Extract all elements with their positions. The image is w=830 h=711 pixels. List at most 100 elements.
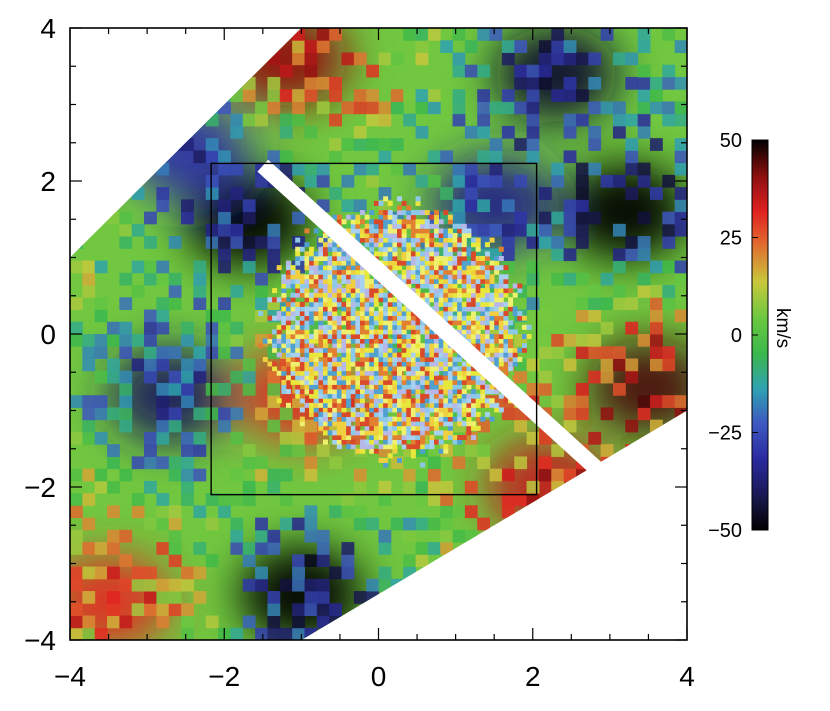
velocity-pixel [489,101,503,115]
velocity-pixel [205,40,219,53]
inset-pixel [457,288,463,294]
inset-pixel [295,251,301,257]
inset-pixel [410,237,416,243]
velocity-pixel [662,211,676,225]
inset-pixel [480,297,486,303]
inset-pixel [443,255,449,261]
inset-pixel [359,416,365,422]
velocity-pixel [526,101,540,115]
inset-pixel [383,347,389,353]
velocity-pixel [144,260,157,274]
velocity-pixel [119,272,133,286]
velocity-pixel [514,566,528,580]
velocity-pixel [674,150,687,164]
inset-pixel [503,338,509,344]
velocity-pixel [588,297,602,311]
velocity-pixel [612,517,626,531]
inset-pixel [318,315,324,321]
inset-pixel [406,425,412,431]
inset-pixel [327,292,333,298]
inset-pixel [392,389,398,395]
inset-pixel [424,334,430,339]
velocity-pixel [341,52,355,66]
inset-pixel [346,265,352,271]
inset-pixel [461,228,467,234]
velocity-pixel [477,199,491,213]
inset-pixel [429,375,435,381]
inset-pixel [378,352,384,358]
inset-pixel [429,251,435,257]
inset-pixel [355,416,361,422]
velocity-pixel [230,517,244,531]
inset-pixel [392,324,398,330]
inset-pixel [457,407,463,413]
inset-pixel [457,370,463,376]
velocity-pixel [378,187,392,200]
inset-pixel [267,297,273,303]
velocity-pixel [452,578,466,592]
inset-pixel [447,407,453,413]
velocity-pixel [255,529,268,543]
velocity-pixel [168,468,182,482]
inset-pixel [341,425,347,431]
velocity-pixel [131,493,145,506]
velocity-pixel [304,431,318,445]
inset-pixel [383,297,389,303]
inset-pixel [434,214,440,220]
inset-pixel [392,398,398,404]
velocity-pixel [575,627,589,640]
inset-pixel [475,297,481,303]
velocity-pixel [649,334,663,347]
velocity-pixel [440,615,454,629]
velocity-pixel [329,113,342,127]
velocity-pixel [168,603,182,617]
velocity-pixel [70,578,83,592]
inset-pixel [313,366,319,372]
inset-pixel [397,265,403,271]
inset-pixel [281,370,287,376]
inset-pixel [410,274,416,280]
velocity-pixel [600,529,614,543]
velocity-pixel [452,113,466,127]
inset-pixel [475,393,481,399]
inset-pixel [471,278,477,284]
inset-pixel [313,361,319,367]
inset-pixel [429,347,435,353]
inset-pixel [364,334,370,339]
inset-pixel [313,356,319,362]
velocity-pixel [649,260,663,274]
inset-pixel [383,379,389,385]
inset-pixel [322,283,328,289]
velocity-pixel [181,138,194,151]
inset-pixel [457,389,463,395]
x-tick-label: 4 [679,661,695,692]
velocity-pixel [107,211,120,225]
velocity-pixel [625,627,639,640]
velocity-pixel [230,76,244,90]
velocity-pixel [415,615,429,629]
velocity-pixel [230,64,244,78]
inset-pixel [480,375,486,381]
velocity-pixel [501,468,515,482]
velocity-pixel [415,542,429,555]
inset-pixel [447,251,453,257]
velocity-pixel [205,28,219,41]
inset-pixel [420,425,426,431]
velocity-pixel [662,346,676,359]
inset-pixel [457,269,463,275]
inset-pixel [369,416,375,422]
inset-pixel [429,384,435,390]
inset-pixel [434,334,440,339]
inset-pixel [503,334,509,339]
inset-pixel [387,223,393,229]
velocity-pixel [82,566,96,580]
inset-pixel [401,315,407,321]
inset-pixel [397,389,403,395]
velocity-pixel [181,199,194,213]
inset-pixel [304,242,310,248]
inset-pixel [313,352,319,358]
velocity-pixel [156,309,170,323]
inset-pixel [434,246,440,252]
inset-pixel [364,311,370,317]
velocity-pixel [662,223,676,237]
